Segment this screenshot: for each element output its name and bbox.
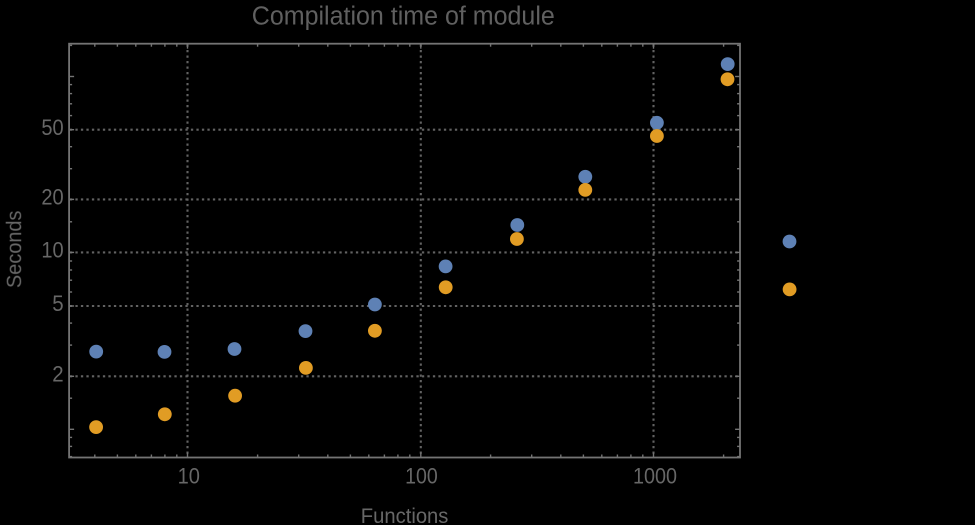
svg-text:10: 10 xyxy=(178,464,200,489)
svg-text:100: 100 xyxy=(405,464,438,489)
svg-text:1000: 1000 xyxy=(633,464,677,489)
svg-text:2: 2 xyxy=(52,362,63,387)
svg-text:Compilation time of module: Compilation time of module xyxy=(252,2,555,30)
svg-text:20: 20 xyxy=(41,185,63,210)
svg-text:5: 5 xyxy=(52,291,63,316)
svg-text:10: 10 xyxy=(41,238,63,263)
svg-text:Functions: Functions xyxy=(361,505,449,525)
svg-text:50: 50 xyxy=(41,115,63,140)
svg-text:Seconds: Seconds xyxy=(2,211,26,288)
